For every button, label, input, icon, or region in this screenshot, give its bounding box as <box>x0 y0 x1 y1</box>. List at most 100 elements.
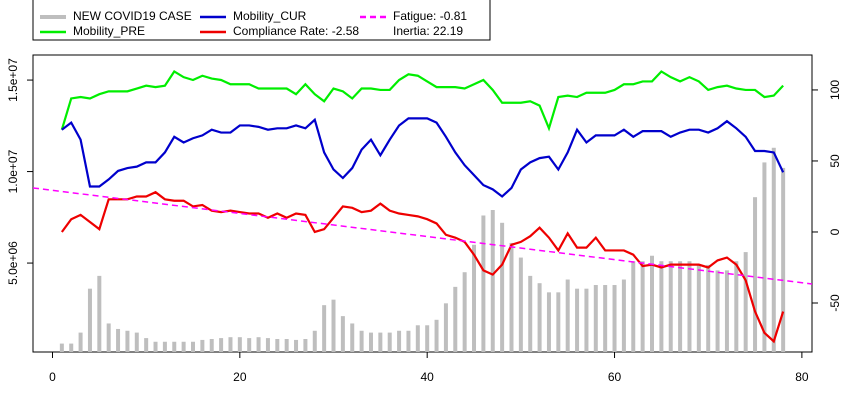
bar <box>312 330 317 352</box>
bar <box>368 332 373 352</box>
bar <box>162 341 167 352</box>
bar <box>219 338 224 352</box>
bar <box>715 270 720 352</box>
bar <box>528 275 533 352</box>
bar <box>621 279 626 352</box>
bar <box>303 339 308 352</box>
bar <box>256 337 261 352</box>
bar <box>706 264 711 352</box>
bar <box>340 316 345 352</box>
bar <box>631 261 636 352</box>
bar <box>687 261 692 352</box>
bar <box>481 215 486 352</box>
bar <box>397 330 402 352</box>
bar <box>443 303 448 352</box>
bar <box>462 272 467 352</box>
bar <box>518 257 523 352</box>
x-tick-label: 20 <box>233 370 247 384</box>
bar <box>565 279 570 352</box>
legend-label: Compliance Rate: -2.58 <box>233 24 359 38</box>
bar <box>247 338 252 352</box>
bar <box>603 285 608 352</box>
bar <box>59 343 64 352</box>
plot-frame <box>32 54 813 353</box>
bar <box>144 338 149 352</box>
bar <box>753 197 758 352</box>
bar <box>265 338 270 352</box>
bar <box>284 339 289 352</box>
bar <box>556 292 561 352</box>
bar <box>771 147 776 352</box>
bar <box>87 288 92 352</box>
y2-tick-label: 0 <box>828 228 842 235</box>
y-tick-label: 5.0e+06 <box>6 241 20 285</box>
bar <box>490 209 495 352</box>
bar <box>724 270 729 352</box>
legend-label: Mobility_CUR <box>233 9 307 23</box>
bar <box>106 323 111 352</box>
bar <box>125 330 130 352</box>
bar <box>153 341 158 352</box>
plot-area <box>33 69 812 352</box>
bar <box>190 341 195 352</box>
bar <box>575 288 580 352</box>
bar <box>378 332 383 352</box>
bar <box>134 332 139 352</box>
x-tick-label: 40 <box>421 370 435 384</box>
y2-tick-label: 50 <box>828 154 842 168</box>
legend-label: NEW COVID19 CASE <box>73 9 192 23</box>
bar <box>237 337 242 352</box>
bar <box>359 330 364 352</box>
bar <box>69 343 74 352</box>
bar <box>350 323 355 352</box>
bar <box>172 341 177 352</box>
bar <box>650 255 655 352</box>
bar <box>762 162 767 352</box>
bar <box>593 285 598 352</box>
bar <box>425 325 430 352</box>
line <box>60 190 785 344</box>
bar <box>275 339 280 352</box>
x-tick-label: 60 <box>608 370 622 384</box>
bar <box>612 285 617 352</box>
bar <box>116 328 121 352</box>
bar <box>659 261 664 352</box>
bar <box>546 292 551 352</box>
bar <box>537 283 542 352</box>
bar <box>200 339 205 352</box>
bar <box>472 244 477 352</box>
bar <box>781 167 786 352</box>
bar <box>181 341 186 352</box>
bar <box>640 261 645 352</box>
bar <box>209 339 214 352</box>
bar <box>228 337 233 352</box>
bar <box>509 242 514 352</box>
legend-box <box>32 0 491 41</box>
legend-label: Mobility_PRE <box>73 24 145 38</box>
y-tick-label: 1.0e+07 <box>6 149 20 193</box>
bar <box>584 288 589 352</box>
bar <box>331 299 336 352</box>
x-tick-label: 80 <box>795 370 809 384</box>
y-tick-label: 1.5e+07 <box>6 58 20 102</box>
bar <box>453 286 458 352</box>
legend-label: Fatigue: -0.81 <box>393 9 467 23</box>
bar <box>668 261 673 352</box>
bar <box>434 319 439 352</box>
bar <box>406 330 411 352</box>
bar <box>415 325 420 352</box>
bar <box>734 261 739 352</box>
bar <box>500 222 505 352</box>
line <box>61 117 785 198</box>
x-tick-label: 0 <box>49 370 56 384</box>
bar <box>743 252 748 352</box>
bar <box>294 339 299 352</box>
bar <box>322 305 327 352</box>
bar <box>387 332 392 352</box>
trend-line <box>33 187 812 285</box>
y2-tick-label: 100 <box>828 80 842 100</box>
legend-label: Inertia: 22.19 <box>393 24 463 38</box>
y2-tick-label: -50 <box>828 294 842 312</box>
